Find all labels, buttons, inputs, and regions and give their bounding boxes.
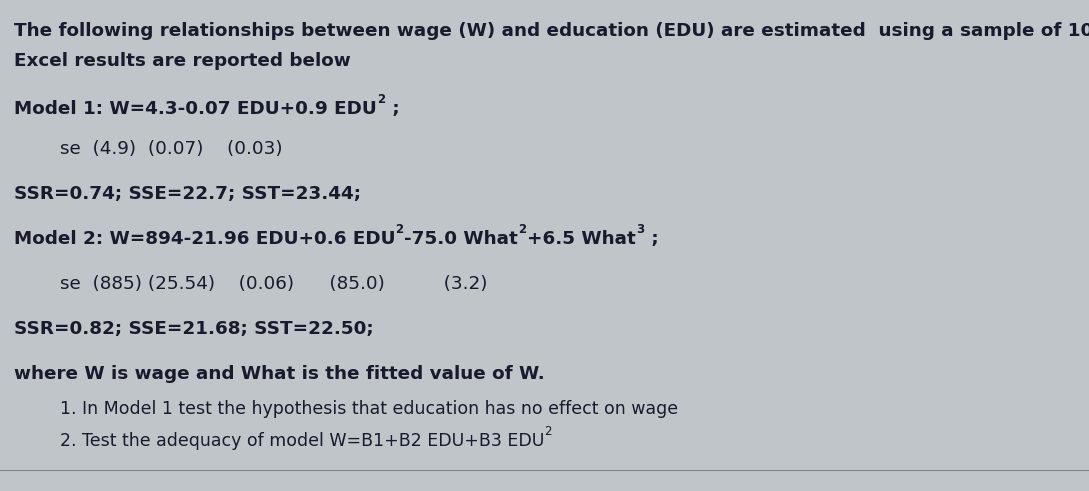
Text: Excel results are reported below: Excel results are reported below bbox=[14, 52, 351, 70]
Text: Model 2: W=894-21.96 EDU+0.6 EDU: Model 2: W=894-21.96 EDU+0.6 EDU bbox=[14, 230, 395, 248]
Text: ;: ; bbox=[386, 100, 400, 118]
Text: se  (4.9)  (0.07)    (0.03): se (4.9) (0.07) (0.03) bbox=[60, 140, 283, 158]
Text: se  (885) (25.54)    (0.06)      (85.0)          (3.2): se (885) (25.54) (0.06) (85.0) (3.2) bbox=[60, 275, 488, 293]
Text: 2: 2 bbox=[395, 223, 404, 236]
Text: 2: 2 bbox=[377, 93, 384, 106]
Text: 2: 2 bbox=[518, 223, 526, 236]
Text: where W is wage and What is the fitted value of W.: where W is wage and What is the fitted v… bbox=[14, 365, 544, 383]
Text: ;: ; bbox=[645, 230, 659, 248]
Text: 1. In Model 1 test the hypothesis that education has no effect on wage: 1. In Model 1 test the hypothesis that e… bbox=[60, 400, 678, 418]
Text: 2: 2 bbox=[544, 425, 552, 438]
Text: 3: 3 bbox=[636, 223, 644, 236]
Text: Model 1: W=4.3-0.07 EDU+0.9 EDU: Model 1: W=4.3-0.07 EDU+0.9 EDU bbox=[14, 100, 377, 118]
Text: The following relationships between wage (W) and education (EDU) are estimated  : The following relationships between wage… bbox=[14, 22, 1089, 40]
Text: SSR=0.82; SSE=21.68; SST=22.50;: SSR=0.82; SSE=21.68; SST=22.50; bbox=[14, 320, 374, 338]
Text: 2. Test the adequacy of model W=B1+B2 EDU+B3 EDU: 2. Test the adequacy of model W=B1+B2 ED… bbox=[60, 432, 544, 450]
Text: SSR=0.74; SSE=22.7; SST=23.44;: SSR=0.74; SSE=22.7; SST=23.44; bbox=[14, 185, 360, 203]
Text: +6.5 What: +6.5 What bbox=[527, 230, 636, 248]
Text: -75.0 What: -75.0 What bbox=[404, 230, 518, 248]
